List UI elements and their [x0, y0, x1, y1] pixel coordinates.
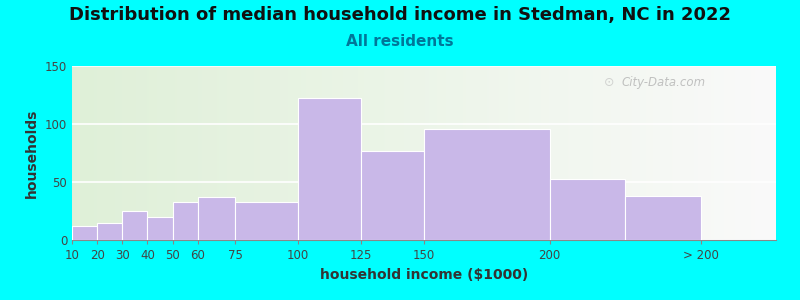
Y-axis label: households: households	[26, 108, 39, 198]
Bar	[72, 226, 97, 240]
Bar	[550, 178, 625, 240]
Text: ⊙: ⊙	[603, 76, 614, 89]
Bar	[235, 202, 298, 240]
Bar	[122, 211, 147, 240]
Bar	[173, 202, 198, 240]
Bar	[424, 129, 550, 240]
Bar	[147, 217, 173, 240]
Bar	[361, 151, 424, 240]
Bar	[97, 223, 122, 240]
Bar	[198, 197, 235, 240]
Text: Distribution of median household income in Stedman, NC in 2022: Distribution of median household income …	[69, 6, 731, 24]
Bar	[625, 196, 701, 240]
Bar	[298, 98, 361, 240]
Text: City-Data.com: City-Data.com	[621, 76, 706, 89]
Text: All residents: All residents	[346, 34, 454, 50]
X-axis label: household income ($1000): household income ($1000)	[320, 268, 528, 282]
